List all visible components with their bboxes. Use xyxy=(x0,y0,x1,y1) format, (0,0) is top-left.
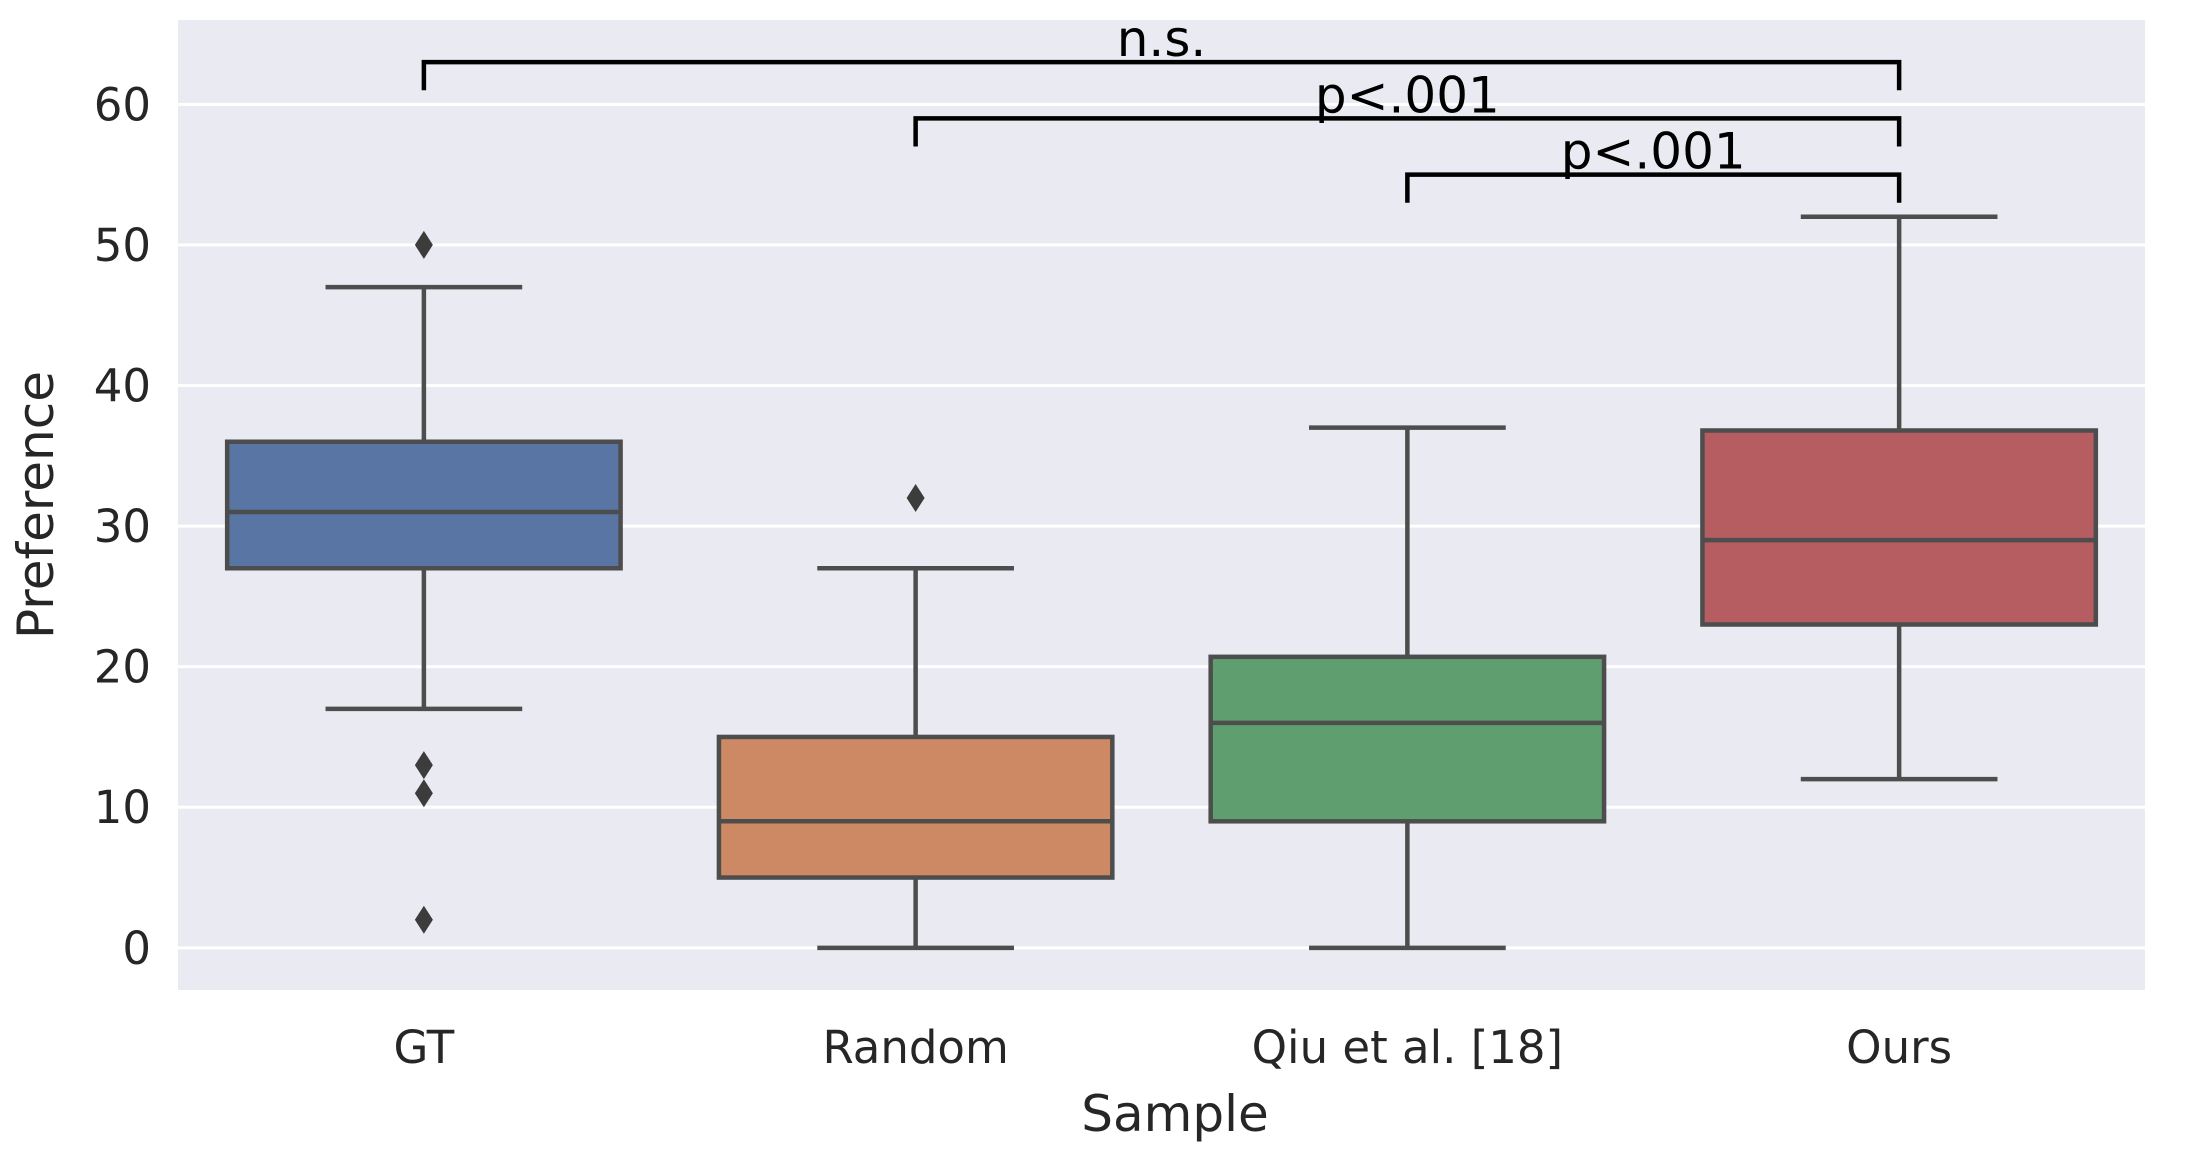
y-tick-label: 10 xyxy=(94,781,151,834)
outlier-point xyxy=(414,779,433,808)
box-group-3 xyxy=(1700,214,2099,782)
y-tick-label: 0 xyxy=(122,922,151,975)
outlier-point xyxy=(414,905,433,934)
y-tick-label: 60 xyxy=(94,78,151,131)
y-tick-label: 30 xyxy=(94,500,151,553)
x-tick-label: Ours xyxy=(1846,1021,1952,1074)
significance-label: p<.001 xyxy=(1561,123,1746,181)
significance-annotations: n.s. p<.001 p<.001 xyxy=(421,10,1902,203)
box-group-0 xyxy=(224,230,623,934)
y-axis-label: Preference xyxy=(7,371,65,639)
significance-label: n.s. xyxy=(1117,10,1207,68)
box-iqr xyxy=(1208,654,1607,824)
outlier-point xyxy=(414,230,433,259)
significance-bracket xyxy=(421,59,1902,91)
outlier-point xyxy=(414,751,433,780)
significance-bracket xyxy=(913,116,1902,147)
x-axis-label: Sample xyxy=(1081,1085,1268,1143)
y-tick-label: 40 xyxy=(94,360,151,413)
x-tick-labels: GT Random Qiu et al. [18] Ours xyxy=(393,1021,1952,1074)
outlier-point xyxy=(906,483,925,512)
box-iqr xyxy=(1700,428,2099,627)
box-group-1 xyxy=(716,483,1115,951)
x-tick-label: GT xyxy=(393,1021,454,1074)
box-iqr xyxy=(716,734,1115,880)
y-tick-label: 20 xyxy=(94,641,151,694)
boxes xyxy=(224,214,2099,951)
x-tick-label: Qiu et al. [18] xyxy=(1252,1021,1563,1074)
significance-bracket xyxy=(1405,172,1902,203)
significance-label: p<.001 xyxy=(1315,66,1500,124)
y-tick-labels: 0 10 20 30 40 50 60 xyxy=(94,78,151,974)
box-iqr xyxy=(224,439,623,571)
y-tick-label: 50 xyxy=(94,219,151,272)
box-group-2 xyxy=(1208,425,1607,951)
x-tick-label: Random xyxy=(822,1021,1008,1074)
